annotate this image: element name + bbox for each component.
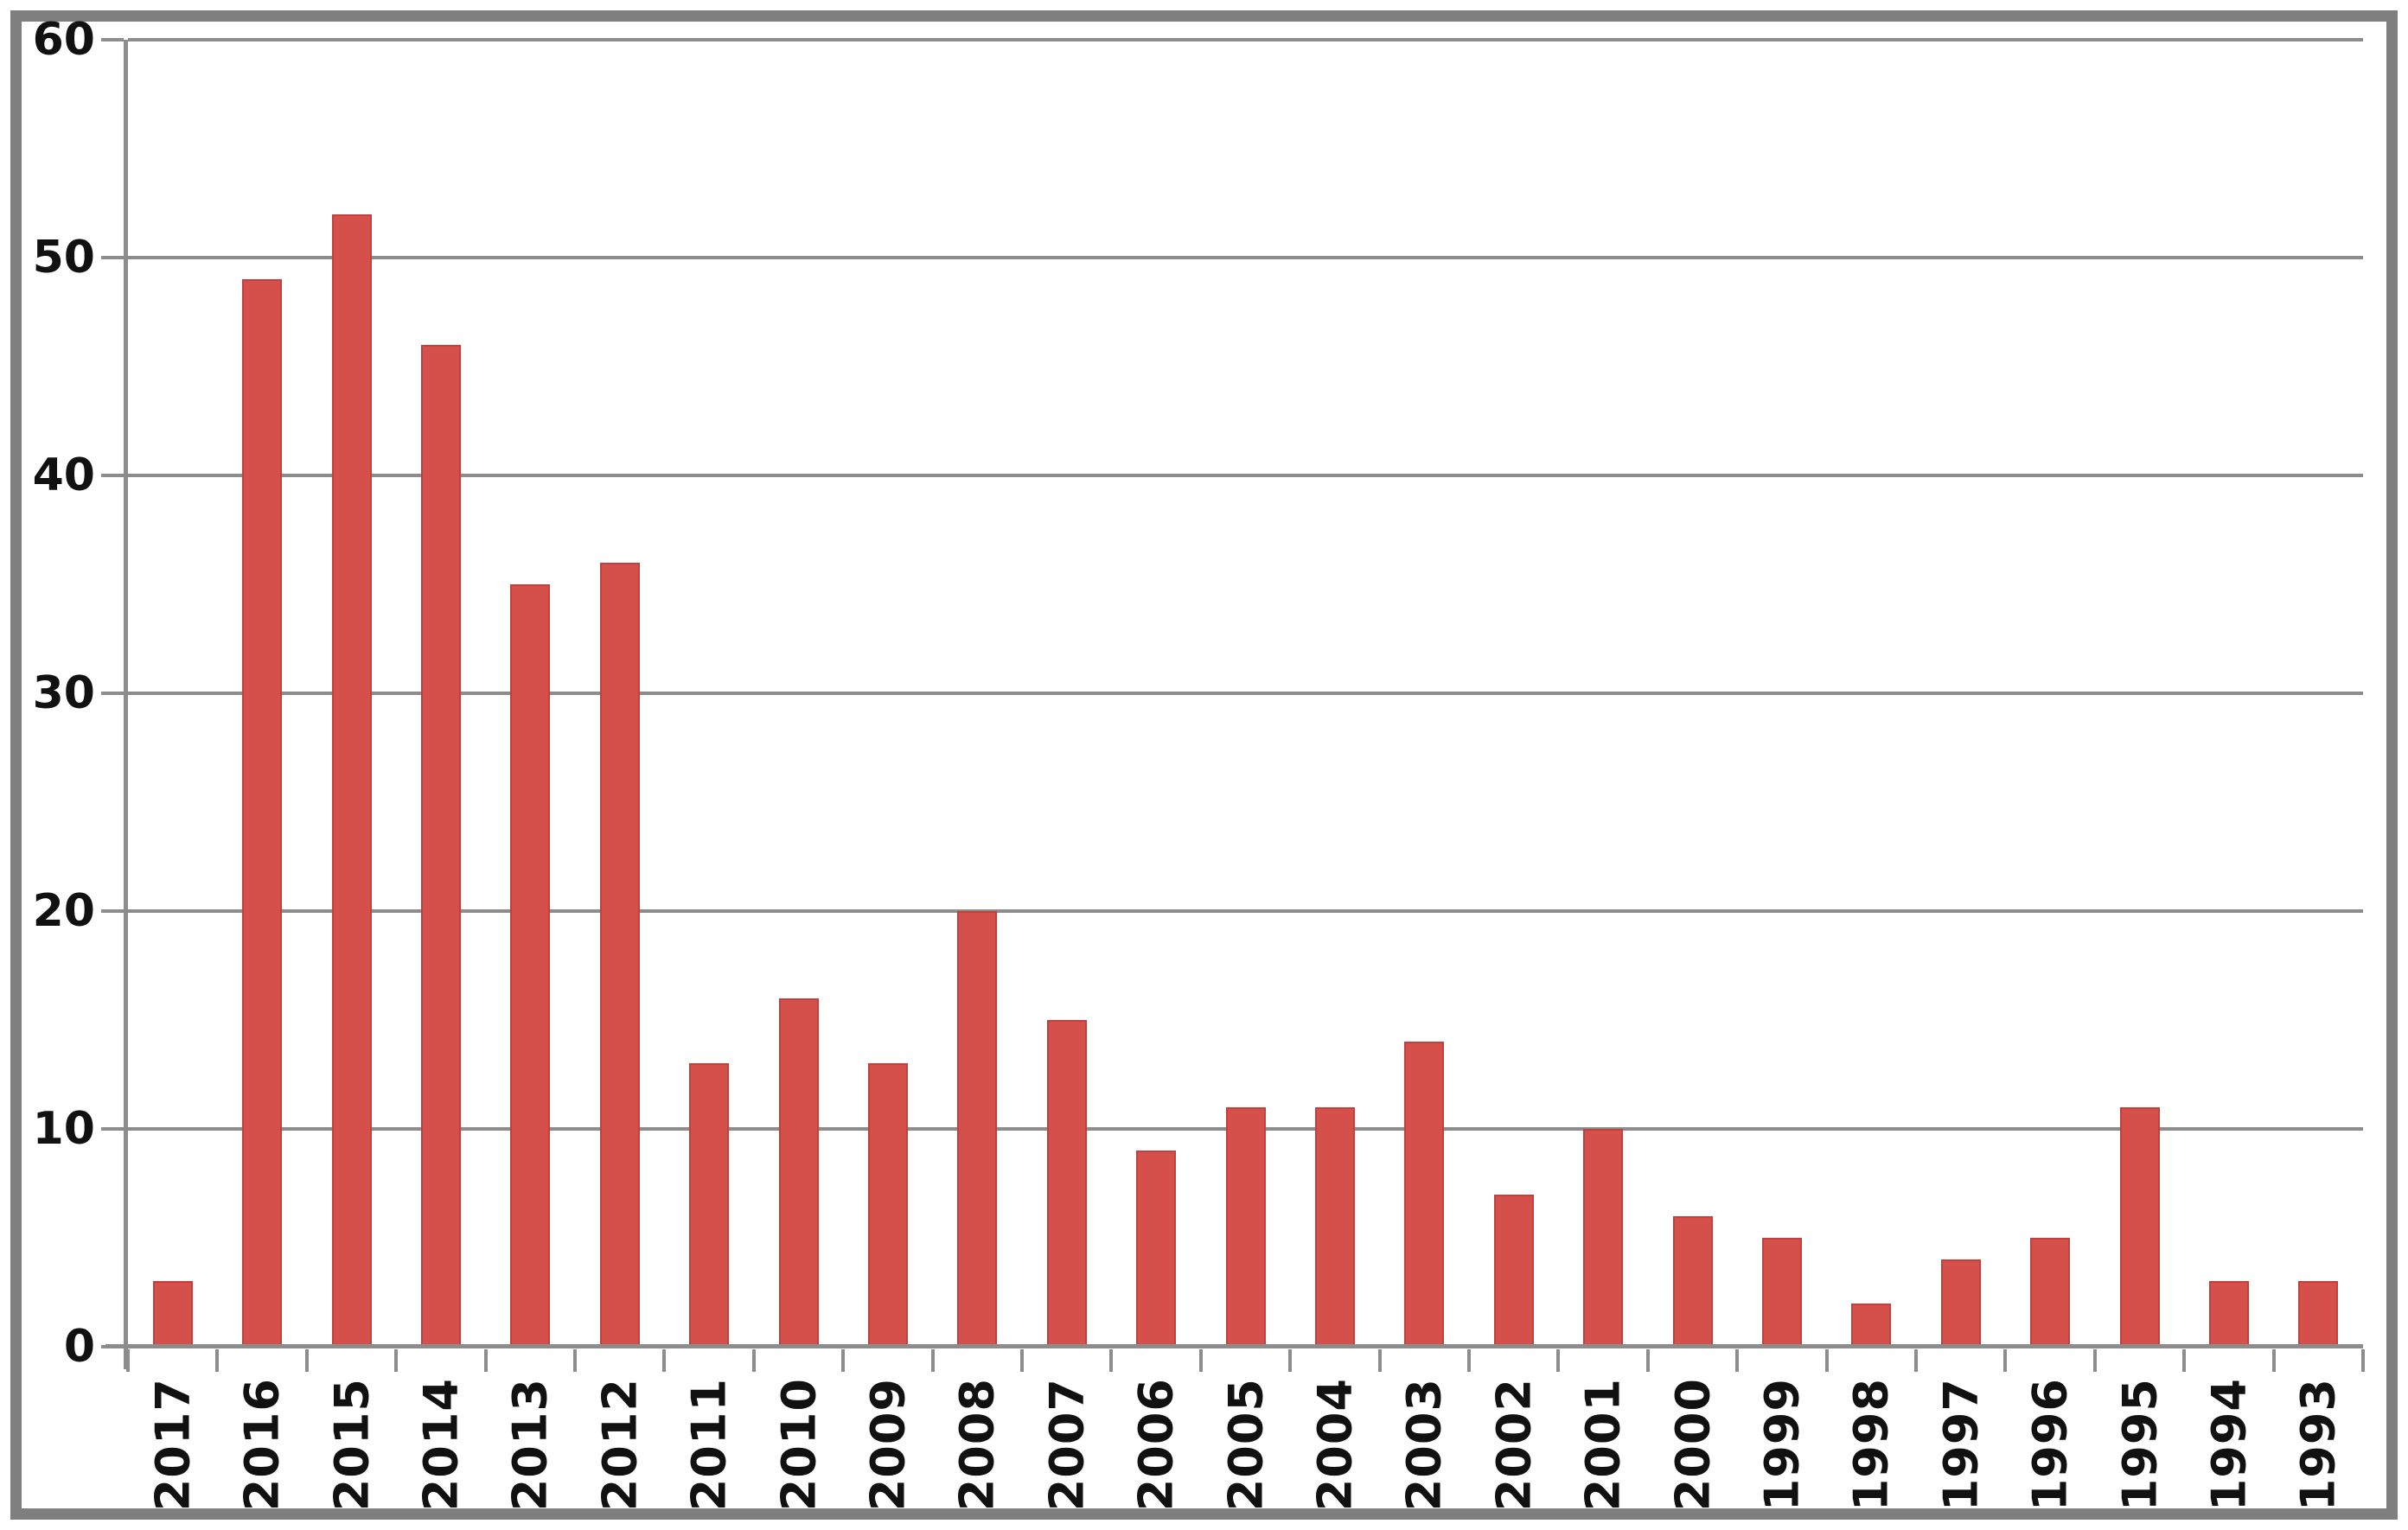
x-tick-6 bbox=[662, 1349, 667, 1372]
x-axis-label-1997: 1997 bbox=[1933, 1378, 1989, 1512]
x-axis-label-2011: 2011 bbox=[681, 1378, 737, 1512]
x-tick-19 bbox=[1824, 1349, 1829, 1372]
y-axis-label-10: 10 bbox=[32, 1103, 95, 1155]
x-tick-22 bbox=[2092, 1349, 2097, 1372]
y-tick-60 bbox=[101, 38, 124, 41]
bar-1994 bbox=[2208, 1281, 2249, 1347]
y-tick-30 bbox=[101, 692, 124, 695]
bar-2013 bbox=[510, 584, 551, 1347]
x-tick-5 bbox=[573, 1349, 577, 1372]
bar-1999 bbox=[1761, 1238, 1802, 1347]
x-tick-2 bbox=[304, 1349, 309, 1372]
bar-2007 bbox=[1046, 1020, 1087, 1347]
x-tick-23 bbox=[2182, 1349, 2187, 1372]
x-axis-label-2012: 2012 bbox=[592, 1378, 648, 1512]
x-axis-label-2001: 2001 bbox=[1575, 1378, 1631, 1512]
x-axis-label-2003: 2003 bbox=[1396, 1378, 1452, 1512]
bar-2011 bbox=[689, 1063, 730, 1347]
x-tick-0 bbox=[126, 1349, 130, 1372]
x-tick-17 bbox=[1645, 1349, 1650, 1372]
x-tick-8 bbox=[841, 1349, 846, 1372]
bar-2014 bbox=[420, 344, 461, 1347]
bar-2003 bbox=[1404, 1042, 1445, 1347]
x-axis-label-1996: 1996 bbox=[2022, 1378, 2078, 1512]
x-tick-14 bbox=[1377, 1349, 1382, 1372]
y-tick-40 bbox=[101, 474, 124, 477]
x-axis-label-1993: 1993 bbox=[2290, 1378, 2346, 1512]
bar-2008 bbox=[957, 911, 998, 1347]
x-tick-16 bbox=[1556, 1349, 1561, 1372]
gridline-40 bbox=[128, 474, 2363, 477]
x-axis-label-2006: 2006 bbox=[1128, 1378, 1184, 1512]
x-axis-label-2017: 2017 bbox=[145, 1378, 201, 1512]
bar-2017 bbox=[152, 1281, 193, 1347]
x-axis-label-2009: 2009 bbox=[860, 1378, 916, 1512]
x-tick-20 bbox=[1914, 1349, 1918, 1372]
y-tick-10 bbox=[101, 1127, 124, 1131]
x-axis-label-2010: 2010 bbox=[771, 1378, 826, 1512]
x-tick-15 bbox=[1467, 1349, 1471, 1372]
y-tick-50 bbox=[101, 256, 124, 259]
gridline-50 bbox=[128, 256, 2363, 259]
x-tick-12 bbox=[1198, 1349, 1203, 1372]
x-tick-18 bbox=[1735, 1349, 1740, 1372]
x-axis-label-2016: 2016 bbox=[234, 1378, 290, 1512]
bar-2009 bbox=[867, 1063, 908, 1347]
bar-2010 bbox=[778, 998, 819, 1347]
y-tick-20 bbox=[101, 909, 124, 913]
bar-2000 bbox=[1672, 1215, 1713, 1347]
x-tick-24 bbox=[2271, 1349, 2276, 1372]
x-axis-label-2015: 2015 bbox=[324, 1378, 379, 1512]
bar-2002 bbox=[1493, 1194, 1534, 1347]
bar-1996 bbox=[2030, 1238, 2071, 1347]
x-tick-13 bbox=[1288, 1349, 1293, 1372]
x-tick-4 bbox=[483, 1349, 488, 1372]
bar-2015 bbox=[331, 214, 372, 1347]
x-axis-label-2002: 2002 bbox=[1486, 1378, 1542, 1512]
chart-frame bbox=[10, 10, 2398, 1520]
y-axis-label-50: 50 bbox=[32, 232, 95, 284]
plot-area bbox=[101, 38, 2365, 1372]
x-tick-25 bbox=[2361, 1349, 2365, 1372]
y-axis-label-30: 30 bbox=[32, 667, 95, 719]
bar-2001 bbox=[1583, 1129, 1624, 1347]
x-axis-label-2004: 2004 bbox=[1307, 1378, 1363, 1512]
x-axis-label-2014: 2014 bbox=[413, 1378, 469, 1512]
x-tick-11 bbox=[1109, 1349, 1114, 1372]
bar-1998 bbox=[1851, 1303, 1892, 1347]
gridline-60 bbox=[128, 38, 2363, 41]
bar-2016 bbox=[242, 279, 283, 1347]
x-axis-label-2013: 2013 bbox=[502, 1378, 558, 1512]
bar-1997 bbox=[1940, 1259, 1981, 1347]
x-axis-label-2005: 2005 bbox=[1218, 1378, 1273, 1512]
y-axis-line bbox=[124, 40, 128, 1369]
x-axis-label-1999: 1999 bbox=[1754, 1378, 1810, 1512]
x-tick-7 bbox=[751, 1349, 756, 1372]
gridline-20 bbox=[128, 909, 2363, 913]
y-axis-label-0: 0 bbox=[63, 1321, 95, 1373]
x-tick-21 bbox=[2003, 1349, 2008, 1372]
bar-2012 bbox=[599, 562, 640, 1347]
x-axis-line bbox=[105, 1344, 2363, 1348]
y-axis-label-20: 20 bbox=[32, 885, 95, 937]
bar-2005 bbox=[1225, 1106, 1266, 1347]
y-axis-label-40: 40 bbox=[32, 449, 95, 501]
x-axis-label-2008: 2008 bbox=[949, 1378, 1005, 1512]
x-axis-label-2000: 2000 bbox=[1665, 1378, 1720, 1512]
x-tick-1 bbox=[215, 1349, 220, 1372]
gridline-30 bbox=[128, 692, 2363, 695]
x-axis-label-2007: 2007 bbox=[1039, 1378, 1095, 1512]
bar-2006 bbox=[1136, 1151, 1177, 1347]
x-tick-9 bbox=[930, 1349, 935, 1372]
bar-1995 bbox=[2119, 1106, 2160, 1347]
x-tick-10 bbox=[1020, 1349, 1024, 1372]
x-tick-3 bbox=[394, 1349, 399, 1372]
x-axis-label-1995: 1995 bbox=[2112, 1378, 2167, 1512]
bar-2004 bbox=[1314, 1106, 1355, 1347]
x-axis-label-1998: 1998 bbox=[1843, 1378, 1899, 1512]
y-axis-label-60: 60 bbox=[32, 14, 95, 66]
bar-1993 bbox=[2298, 1281, 2339, 1347]
x-axis-label-1994: 1994 bbox=[2201, 1378, 2257, 1512]
